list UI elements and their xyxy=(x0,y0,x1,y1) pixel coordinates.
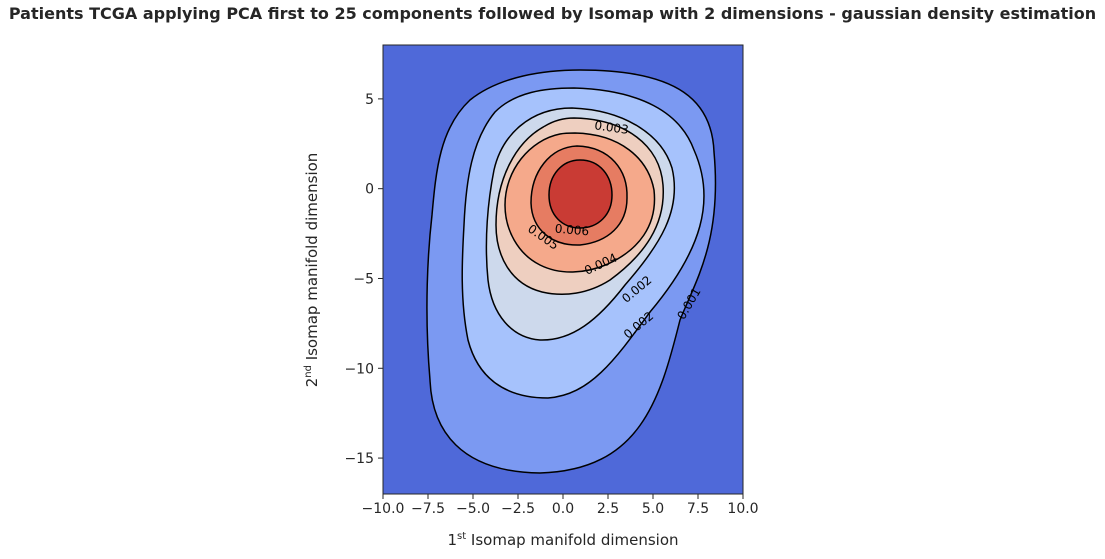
y-tick-label: −10 xyxy=(344,361,374,377)
x-tick-label: −7.5 xyxy=(411,501,445,517)
contour-label: 0.003 xyxy=(594,118,630,137)
x-tick-label: 7.5 xyxy=(687,501,709,517)
x-tick-label: 10.0 xyxy=(727,501,758,517)
x-tick-label: 2.5 xyxy=(597,501,619,517)
contour-group xyxy=(426,69,717,474)
contour-label: 0.006 xyxy=(554,222,589,239)
chart-title: Patients TCGA applying PCA first to 25 c… xyxy=(8,4,1097,23)
y-tick-label: 0 xyxy=(365,182,374,198)
x-tick-label: 0.0 xyxy=(552,501,574,517)
x-tick-label: −2.5 xyxy=(501,501,535,517)
y-tick-label: 5 xyxy=(365,92,374,108)
x-axis-label: 1st Isomap manifold dimension xyxy=(447,531,679,549)
y-tick-label: −15 xyxy=(344,451,374,467)
y-axis-label: 2nd Isomap manifold dimension xyxy=(303,152,321,388)
contour-band-0.006 xyxy=(548,159,613,229)
y-tick-label: −5 xyxy=(353,271,374,287)
x-tick-label: −10.0 xyxy=(362,501,405,517)
x-tick-label: 5.0 xyxy=(642,501,664,517)
x-tick-label: −5.0 xyxy=(456,501,490,517)
